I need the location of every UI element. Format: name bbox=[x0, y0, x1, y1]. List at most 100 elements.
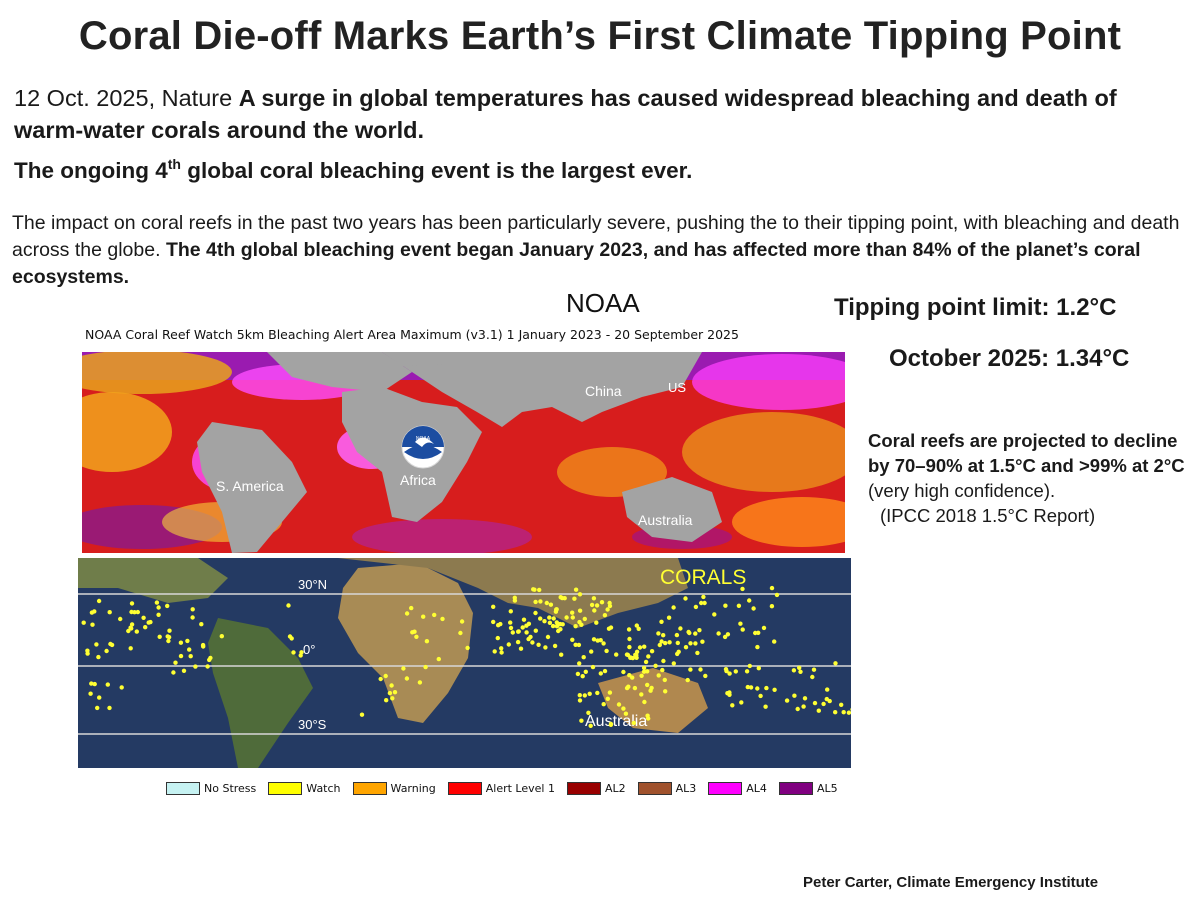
coral-dot bbox=[736, 603, 742, 608]
legend-item: Warning bbox=[352, 781, 436, 795]
coral-dot bbox=[404, 676, 410, 681]
coral-dot bbox=[703, 673, 708, 679]
coral-dot bbox=[769, 585, 775, 591]
coral-dot bbox=[594, 603, 600, 608]
coral-dot bbox=[802, 696, 808, 701]
coral-dot bbox=[579, 718, 584, 723]
ongoing-superscript: th bbox=[167, 156, 181, 172]
coral-dot bbox=[193, 664, 198, 669]
coral-dot bbox=[687, 630, 692, 636]
coral-dot bbox=[833, 661, 838, 666]
coral-dot bbox=[533, 628, 538, 633]
coral-dot bbox=[738, 621, 743, 626]
legend-swatch bbox=[447, 781, 482, 795]
bleaching-legend: No Stress Watch Warning Alert Level 1 AL2 AL3… bbox=[166, 780, 850, 796]
coral-dot bbox=[459, 619, 465, 624]
coral-dot bbox=[623, 711, 629, 716]
coral-dot bbox=[716, 631, 721, 636]
coral-dot bbox=[384, 698, 389, 703]
coral-dot bbox=[695, 650, 700, 656]
north-america-land bbox=[267, 352, 412, 392]
coral-dot bbox=[641, 665, 647, 671]
coral-dot bbox=[628, 655, 633, 660]
coral-dot bbox=[543, 645, 548, 650]
coral-dot bbox=[551, 616, 556, 621]
coral-dot bbox=[601, 702, 606, 707]
coral-dot bbox=[401, 666, 406, 671]
coral-dot bbox=[839, 702, 844, 707]
coral-dot bbox=[661, 658, 666, 664]
coral-dot bbox=[671, 661, 676, 666]
coral-dot bbox=[94, 642, 99, 647]
coral-dot bbox=[630, 675, 635, 680]
australia-label: Australia bbox=[638, 512, 693, 528]
coral-dot bbox=[676, 649, 681, 654]
coral-dot bbox=[576, 642, 582, 648]
coral-dot bbox=[748, 685, 754, 690]
coral-dot bbox=[591, 596, 597, 601]
coral-dot bbox=[173, 660, 178, 665]
coral-dot bbox=[537, 587, 542, 593]
legend-label: AL5 bbox=[816, 781, 838, 795]
coral-dot bbox=[201, 644, 206, 649]
coral-dot bbox=[495, 635, 500, 641]
author-credit: Peter Carter, Climate Emergency Institut… bbox=[803, 874, 1099, 891]
coral-dot bbox=[199, 622, 204, 627]
coral-dot bbox=[554, 607, 559, 612]
coral-dot bbox=[764, 685, 769, 691]
coral-dot bbox=[458, 630, 463, 636]
coral-dot bbox=[410, 630, 415, 635]
page-title: Coral Die-off Marks Earth’s First Climat… bbox=[78, 14, 1122, 58]
coral-dot bbox=[132, 610, 137, 615]
coral-dot bbox=[89, 681, 94, 686]
impact-text: The impact on coral reefs in the past tw… bbox=[12, 212, 1180, 261]
coral-dot bbox=[521, 617, 527, 622]
coral-dot bbox=[389, 683, 394, 688]
coral-dot bbox=[178, 653, 184, 659]
coral-dot bbox=[533, 610, 538, 616]
coral-dot bbox=[577, 698, 583, 703]
coral-dot bbox=[190, 607, 195, 612]
coral-dot bbox=[219, 634, 224, 639]
legend-label: No Stress bbox=[204, 781, 257, 795]
coral-dot bbox=[801, 704, 806, 709]
coral-dot bbox=[359, 712, 365, 717]
legend-label: AL2 bbox=[604, 781, 626, 795]
us-label: US bbox=[668, 380, 686, 395]
coral-dot bbox=[583, 669, 588, 674]
bleaching-alert-map: China US S. America Africa Australia NOA… bbox=[82, 352, 845, 553]
coral-dot bbox=[188, 654, 193, 659]
coral-dot bbox=[755, 686, 760, 691]
coral-dot bbox=[646, 654, 651, 659]
coral-dot bbox=[660, 667, 665, 673]
legend-swatch bbox=[778, 781, 813, 795]
coral-dot bbox=[423, 664, 428, 670]
coral-dot bbox=[591, 637, 597, 642]
lat-30n-label: 30°N bbox=[298, 577, 327, 592]
coral-dot bbox=[289, 636, 294, 641]
coral-dot bbox=[580, 674, 585, 679]
legend-swatch bbox=[637, 781, 672, 795]
coral-dot bbox=[739, 700, 744, 705]
coral-location-dots bbox=[81, 585, 851, 728]
coral-dot bbox=[552, 643, 558, 649]
coral-dot bbox=[605, 696, 610, 701]
coral-dot bbox=[712, 612, 717, 617]
legend-item: Alert Level 1 bbox=[447, 781, 555, 795]
coral-dot bbox=[598, 671, 603, 676]
coral-dot bbox=[850, 707, 851, 712]
coral-dot bbox=[190, 615, 195, 620]
coral-dot bbox=[508, 625, 514, 631]
coral-dot bbox=[560, 622, 565, 627]
coral-dot bbox=[515, 639, 521, 645]
decline-confidence: (very high confidence). bbox=[868, 480, 1056, 501]
coral-dot bbox=[424, 639, 430, 644]
coral-dot bbox=[607, 600, 612, 606]
ongoing-text-start: The ongoing 4 bbox=[14, 158, 168, 183]
coral-dot bbox=[465, 645, 470, 651]
ipcc-source: (IPCC 2018 1.5°C Report) bbox=[880, 505, 1096, 526]
coral-dot bbox=[96, 654, 101, 660]
coral-dot bbox=[688, 641, 693, 646]
coral-dot bbox=[797, 665, 802, 670]
coral-dot bbox=[702, 600, 707, 606]
